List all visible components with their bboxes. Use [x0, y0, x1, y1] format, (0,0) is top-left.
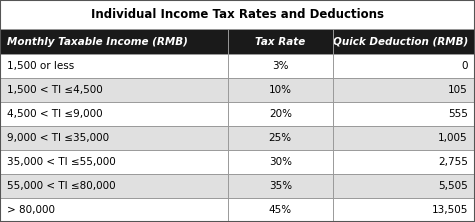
Text: 55,000 < TI ≤80,000: 55,000 < TI ≤80,000 — [7, 181, 116, 191]
Text: 10%: 10% — [269, 85, 292, 95]
FancyBboxPatch shape — [0, 102, 475, 126]
Text: 20%: 20% — [269, 109, 292, 119]
Text: 2,755: 2,755 — [438, 157, 468, 167]
FancyBboxPatch shape — [0, 150, 475, 174]
Text: 13,505: 13,505 — [431, 205, 468, 215]
Text: 1,500 or less: 1,500 or less — [7, 61, 75, 71]
FancyBboxPatch shape — [0, 174, 475, 198]
Text: 30%: 30% — [269, 157, 292, 167]
FancyBboxPatch shape — [0, 198, 475, 222]
Text: 3%: 3% — [272, 61, 288, 71]
Text: 35,000 < TI ≤55,000: 35,000 < TI ≤55,000 — [7, 157, 116, 167]
Text: Individual Income Tax Rates and Deductions: Individual Income Tax Rates and Deductio… — [91, 8, 384, 21]
Text: 45%: 45% — [269, 205, 292, 215]
Text: 105: 105 — [448, 85, 468, 95]
FancyBboxPatch shape — [0, 78, 475, 102]
Text: Tax Rate: Tax Rate — [255, 37, 305, 47]
Text: 1,500 < TI ≤4,500: 1,500 < TI ≤4,500 — [7, 85, 103, 95]
FancyBboxPatch shape — [0, 0, 475, 29]
Text: Monthly Taxable Income (RMB): Monthly Taxable Income (RMB) — [7, 37, 188, 47]
FancyBboxPatch shape — [0, 29, 475, 54]
Text: 1,005: 1,005 — [438, 133, 468, 143]
Text: 555: 555 — [448, 109, 468, 119]
Text: 25%: 25% — [269, 133, 292, 143]
Text: 4,500 < TI ≤9,000: 4,500 < TI ≤9,000 — [7, 109, 103, 119]
Text: 35%: 35% — [269, 181, 292, 191]
FancyBboxPatch shape — [0, 54, 475, 78]
Text: Quick Deduction (RMB): Quick Deduction (RMB) — [332, 37, 468, 47]
Text: > 80,000: > 80,000 — [7, 205, 55, 215]
Text: 5,505: 5,505 — [438, 181, 468, 191]
Text: 0: 0 — [461, 61, 468, 71]
FancyBboxPatch shape — [0, 126, 475, 150]
Text: 9,000 < TI ≤35,000: 9,000 < TI ≤35,000 — [7, 133, 109, 143]
